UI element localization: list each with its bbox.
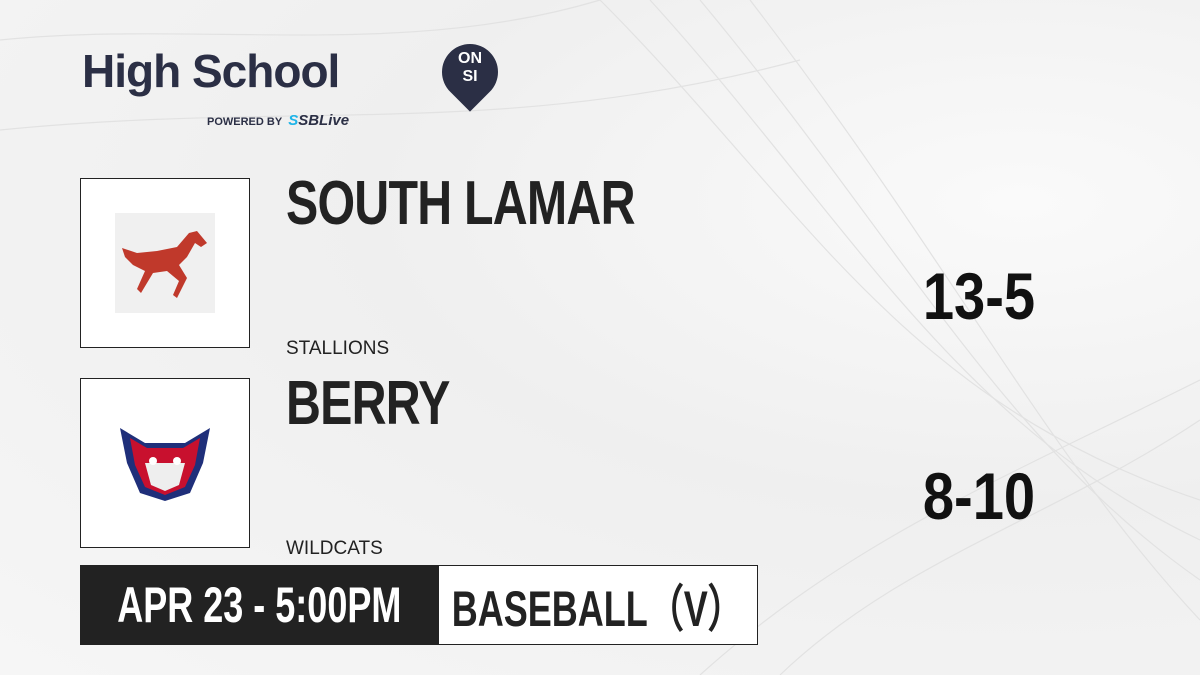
team-logo-away: [80, 378, 250, 548]
powered-by: POWERED BY SSBLive: [207, 112, 350, 129]
badge-text: ON SI: [458, 50, 482, 85]
team-name-away: BERRY: [286, 369, 450, 438]
team-logo-home: [80, 178, 250, 348]
logo[interactable]: High School ON SI POWERED BY SSBLive: [82, 32, 510, 129]
stallion-icon: [115, 213, 215, 313]
team-name-home: SOUTH LAMAR: [286, 169, 636, 238]
logo-title: High School: [82, 45, 340, 97]
team-mascot-home: STALLIONS: [286, 338, 390, 359]
team-score-away: 8-10: [922, 459, 1035, 533]
team-score-home: 13-5: [922, 259, 1035, 333]
game-sport: BASEBALL（V）: [438, 565, 758, 645]
team-mascot-away: WILDCATS: [286, 538, 383, 559]
wildcat-icon: [120, 428, 210, 501]
game-datetime: APR 23 - 5:00PM: [80, 565, 438, 645]
